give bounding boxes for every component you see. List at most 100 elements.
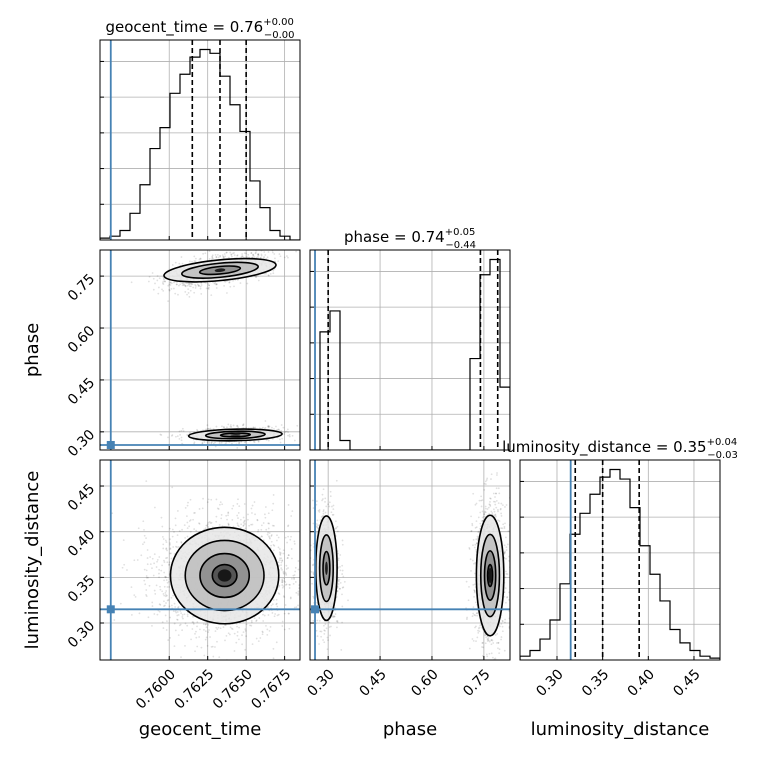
sample-point	[162, 538, 165, 540]
sample-point	[211, 256, 214, 259]
sample-point	[281, 578, 284, 581]
sample-point	[192, 622, 195, 625]
sample-point	[180, 439, 183, 442]
sample-point	[261, 633, 264, 636]
sample-point	[276, 428, 279, 431]
sample-point	[165, 547, 168, 550]
sample-point	[233, 632, 236, 635]
sample-point	[244, 648, 247, 651]
sample-point	[322, 639, 324, 641]
sample-point	[184, 284, 187, 287]
sample-point	[210, 442, 213, 445]
sample-point	[202, 497, 204, 500]
sample-point	[330, 511, 333, 514]
sample-point	[276, 605, 279, 608]
sample-point	[270, 604, 273, 607]
sample-point	[199, 628, 201, 631]
histogram-luminosity_distance	[520, 468, 720, 660]
sample-point	[169, 538, 171, 541]
sample-point	[271, 603, 274, 606]
sample-point	[320, 516, 323, 518]
sample-point	[256, 518, 259, 521]
sample-point	[130, 281, 133, 284]
sample-point	[145, 589, 148, 591]
sample-point	[296, 424, 299, 427]
sample-point	[337, 559, 340, 562]
sample-point	[262, 610, 265, 613]
sample-point	[186, 433, 189, 436]
sample-point	[215, 283, 217, 286]
sample-point	[181, 613, 184, 616]
sample-point	[232, 279, 234, 282]
sample-point	[149, 556, 152, 558]
sample-point	[265, 272, 267, 275]
sample-point	[312, 507, 315, 509]
sample-point	[284, 604, 287, 606]
sample-point	[287, 504, 290, 506]
sample-point	[211, 440, 214, 443]
sample-point	[172, 610, 175, 612]
sample-point	[478, 499, 481, 502]
sample-point	[197, 284, 200, 287]
sample-point	[184, 506, 187, 509]
sample-point	[208, 442, 210, 445]
sample-point	[167, 639, 170, 641]
sample-point	[489, 497, 492, 500]
sample-point	[203, 654, 206, 657]
sample-point	[240, 523, 243, 526]
sample-point	[165, 557, 167, 560]
sample-point	[206, 644, 209, 647]
sample-point	[181, 629, 184, 632]
sample-point	[215, 520, 218, 523]
sample-point	[219, 501, 222, 504]
sample-point	[123, 563, 126, 566]
sample-point	[176, 618, 178, 621]
sample-point	[319, 630, 322, 633]
sample-point	[283, 433, 286, 435]
sample-point	[324, 497, 327, 500]
sample-point	[214, 281, 217, 284]
sample-point	[214, 445, 217, 448]
sample-point	[272, 502, 275, 505]
sample-point	[144, 583, 147, 586]
sample-point	[287, 525, 289, 528]
sample-point	[501, 625, 504, 628]
sample-point	[318, 509, 321, 511]
sample-point	[268, 629, 271, 632]
sample-point	[293, 439, 296, 442]
sample-point	[122, 539, 125, 542]
sample-point	[315, 525, 318, 528]
sample-point	[252, 426, 255, 429]
sample-point	[334, 520, 337, 523]
sample-point	[287, 554, 290, 557]
sample-point	[254, 275, 257, 278]
sample-point	[161, 525, 164, 528]
sample-point	[271, 509, 274, 512]
sample-point	[270, 544, 272, 547]
sample-point	[153, 506, 156, 509]
sample-point	[171, 528, 174, 531]
sample-point	[479, 624, 482, 627]
sample-point	[159, 433, 162, 436]
sample-point	[343, 580, 346, 583]
sample-point	[277, 561, 280, 564]
sample-point	[186, 284, 189, 287]
sample-point	[207, 498, 210, 501]
sample-point	[272, 657, 275, 660]
sample-point	[282, 571, 285, 574]
sample-point	[200, 646, 203, 649]
sample-point	[190, 282, 193, 285]
sample-point	[476, 612, 479, 615]
sample-point	[151, 272, 154, 274]
sample-point	[154, 282, 156, 285]
sample-point	[148, 275, 151, 278]
sample-point	[246, 282, 249, 285]
sample-point	[293, 574, 296, 576]
sample-point	[267, 425, 270, 428]
sample-point	[133, 559, 136, 562]
sample-point	[284, 430, 286, 433]
sample-point	[169, 552, 172, 555]
sample-point	[145, 569, 148, 572]
sample-point	[119, 602, 122, 605]
sample-point	[472, 606, 475, 609]
